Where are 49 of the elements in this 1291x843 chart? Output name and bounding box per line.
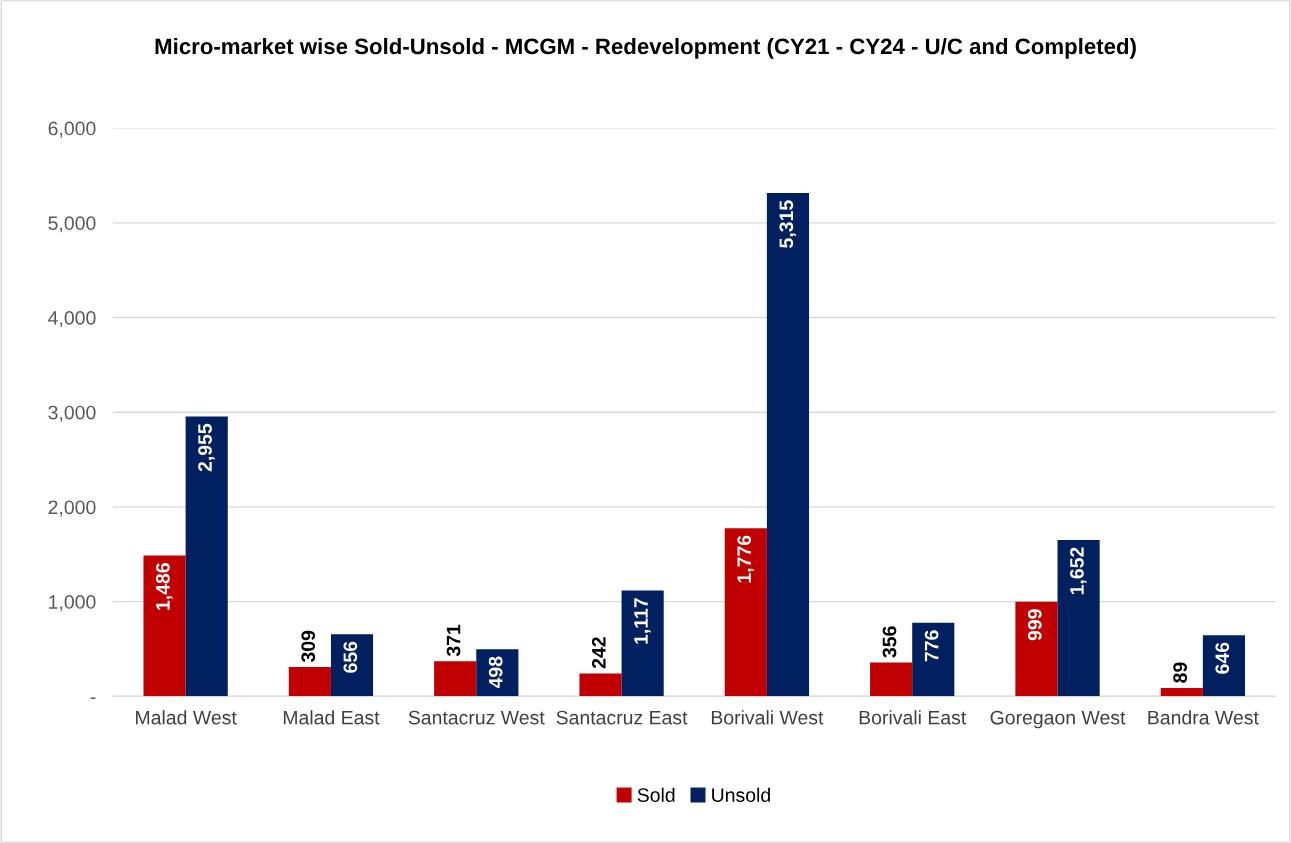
bar <box>1160 687 1203 697</box>
bar <box>621 590 664 697</box>
x-tick-label: Borivali West <box>711 710 824 725</box>
y-tick-label: 4,000 <box>48 311 96 328</box>
bar <box>579 673 622 697</box>
data-label: 356 <box>882 626 897 658</box>
data-label: 5,315 <box>779 200 796 248</box>
legend-label: Sold <box>637 787 675 802</box>
bar <box>870 662 913 697</box>
x-tick-label: Santacruz West <box>408 710 545 725</box>
y-tick-label: 6,000 <box>48 121 96 138</box>
bar <box>1202 635 1245 697</box>
bar <box>185 416 228 697</box>
x-tick-label: Malad West <box>136 710 237 725</box>
bar <box>330 634 374 697</box>
data-label: 498 <box>488 656 503 689</box>
y-tick-label: 5,000 <box>48 216 96 233</box>
data-label: 999 <box>1027 609 1042 641</box>
x-tick-label: Malad East <box>283 710 380 725</box>
y-tick-label: 1,000 <box>49 595 96 612</box>
data-label: 242 <box>591 637 606 669</box>
bar <box>1057 539 1100 697</box>
x-tick-label: Borivali East <box>859 710 967 725</box>
bar <box>724 528 767 697</box>
chart-title: Micro-market wise Sold-Unsold - MCGM - Redevelopment (CY21 - CY24 - U/C and Completed) <box>155 37 1136 59</box>
y-tick-label: 2,000 <box>48 500 96 517</box>
bar <box>912 622 955 697</box>
bar <box>434 661 477 697</box>
x-tick-label: Goregaon West <box>990 710 1126 729</box>
data-label: 656 <box>343 641 358 673</box>
y-tick-label: 3,000 <box>48 405 96 422</box>
y-tick-label: - <box>90 697 96 699</box>
bar <box>1015 601 1058 697</box>
data-label: 1,652 <box>1070 547 1087 595</box>
data-label: 89 <box>1173 662 1187 683</box>
x-tick-label: Santacruz East <box>556 710 688 725</box>
bar <box>143 555 186 697</box>
data-label: 309 <box>301 630 316 663</box>
data-label: 371 <box>446 624 461 657</box>
bar <box>766 193 810 697</box>
data-label: 2,955 <box>198 423 215 472</box>
data-label: 1,117 <box>634 598 651 644</box>
data-label: 646 <box>1215 642 1230 674</box>
data-label: 1,486 <box>156 563 173 610</box>
data-label: 1,776 <box>737 535 754 583</box>
bar <box>288 667 331 697</box>
data-label: 776 <box>924 630 939 662</box>
x-tick-label: Bandra West <box>1148 710 1259 725</box>
legend-label: Unsold <box>712 787 770 802</box>
